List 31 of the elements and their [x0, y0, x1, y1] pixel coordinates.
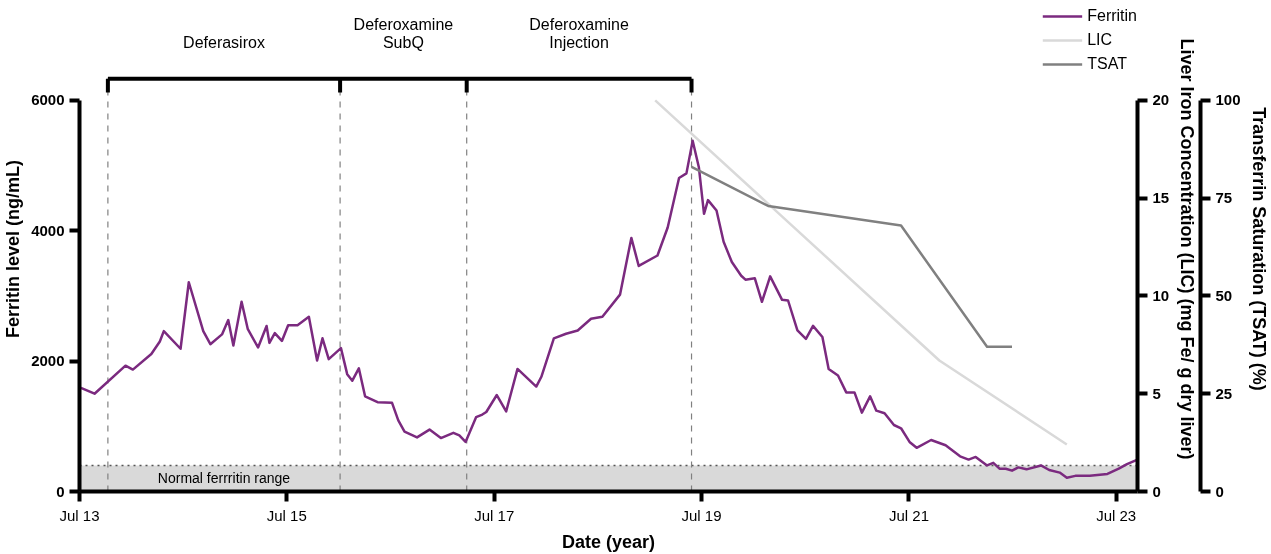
x-tick-label: Jul 21 [888, 506, 929, 524]
y2-tick-label: 15 [1152, 189, 1170, 207]
legend-label: Ferritin [1087, 7, 1137, 25]
x-tick-label: Jul 19 [681, 506, 722, 524]
y-tick-label: 6000 [31, 91, 65, 109]
y-tick-label: 0 [56, 482, 65, 500]
x-tick-label: Jul 15 [266, 506, 307, 524]
y2-tick-label: 5 [1152, 384, 1161, 402]
legend-label: TSAT [1087, 55, 1127, 73]
x-tick-label: Jul 13 [59, 506, 100, 524]
y3-tick-label: 100 [1215, 91, 1241, 109]
y3-tick-label: 25 [1215, 384, 1233, 402]
y2-axis-title: Liver Iron Concentration (LIC) (mg Fe/ g dry liver) [1177, 38, 1198, 460]
band-label: Normal ferrritin range [157, 470, 291, 487]
y-tick-label: 4000 [31, 221, 65, 239]
text: Deferoxamine SubQ [353, 15, 454, 52]
text: Deferoxamine Injection [529, 15, 630, 52]
x-tick-label: Jul 23 [1096, 506, 1137, 524]
y2-tick-label: 10 [1152, 286, 1170, 304]
text: Deferasirox [183, 34, 265, 52]
y-tick-label: 2000 [31, 352, 65, 370]
legend-label: LIC [1087, 31, 1113, 49]
y2-tick-label: 0 [1152, 482, 1161, 500]
y-axis-title: Ferritin level (ng/mL) [3, 159, 24, 339]
y2-tick-label: 20 [1152, 91, 1170, 109]
x-axis-title: Date (year) [561, 531, 656, 552]
y3-tick-label: 50 [1215, 286, 1233, 304]
y3-tick-label: 0 [1215, 482, 1224, 500]
y3-tick-label: 75 [1215, 189, 1233, 207]
y3-axis-title: Transferrin Saturation (TSAT) (%) [1248, 107, 1269, 391]
x-tick-label: Jul 17 [474, 506, 515, 524]
